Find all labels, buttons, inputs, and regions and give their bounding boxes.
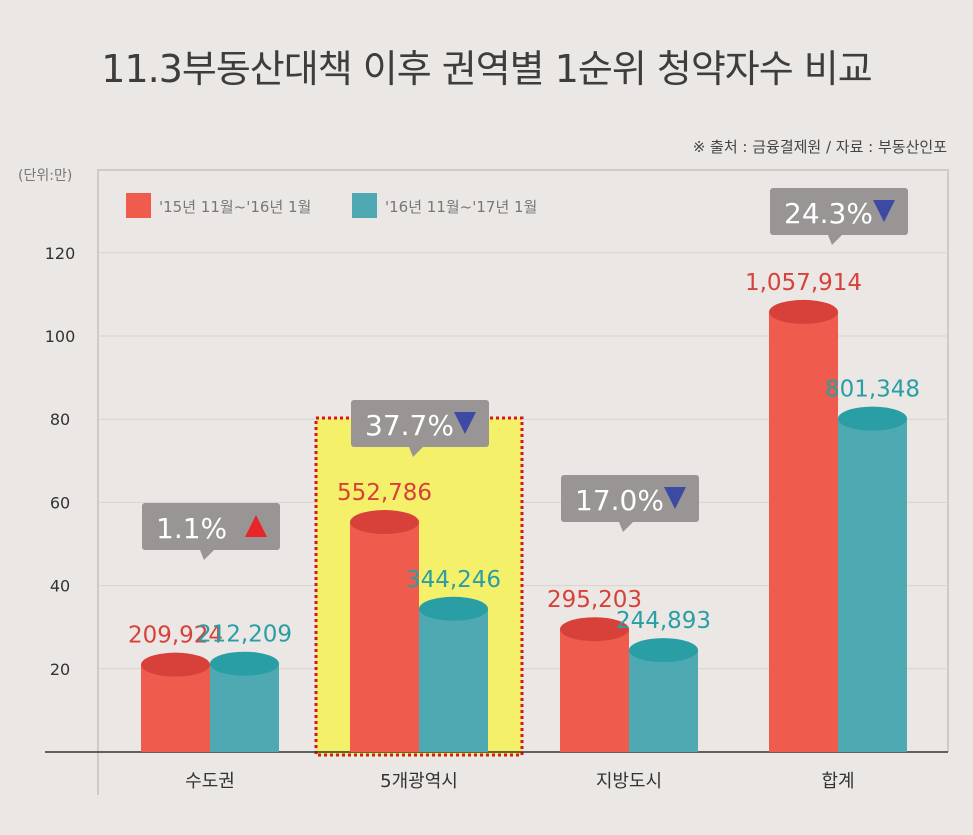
legend-label: '16년 11월~'17년 1월 (385, 198, 537, 216)
y-tick-label: 80 (50, 410, 70, 429)
bar-top (769, 299, 838, 324)
x-tick-label: 수도권 (185, 771, 235, 792)
bar-수도권-0 (141, 664, 210, 752)
triangle-down-icon (664, 487, 686, 509)
x-tick-label: 5개광역시 (380, 771, 458, 792)
bar-5개광역시-0 (350, 522, 419, 752)
bar-top (210, 651, 279, 676)
bar-top (629, 638, 698, 663)
callout-tail (828, 235, 842, 245)
bar-지방도시-1 (629, 650, 698, 752)
chart-title: 11.3부동산대책 이후 권역별 1순위 청약자수 비교 (101, 47, 872, 91)
data-label: 344,246 (406, 567, 501, 593)
legend-label: '15년 11월~'16년 1월 (159, 198, 311, 216)
x-tick-label: 합계 (821, 771, 854, 792)
source-note: ※ 출처 : 금융결제원 / 자료 : 부동산인포 (692, 138, 947, 156)
change-callout (351, 400, 489, 447)
bar-합계-1 (838, 418, 907, 752)
y-tick-label: 20 (50, 660, 70, 679)
change-value: 17.0% (575, 484, 664, 517)
bar-top (560, 617, 629, 642)
callout-tail (409, 447, 423, 457)
data-label: 212,209 (197, 622, 292, 648)
data-label: 295,203 (547, 587, 642, 613)
change-callout (142, 503, 280, 550)
y-tick-label: 40 (50, 577, 70, 596)
y-tick-label: 120 (45, 244, 76, 263)
bar-지방도시-0 (560, 629, 629, 752)
change-value: 37.7% (365, 409, 454, 442)
data-label: 209,924 (128, 623, 223, 649)
bar-top (141, 652, 210, 677)
triangle-up-icon (245, 515, 267, 537)
bar-top (838, 406, 907, 431)
bar-합계-0 (769, 311, 838, 752)
bar-수도권-1 (210, 663, 279, 752)
legend-swatch (352, 193, 377, 218)
y-tick-label: 60 (50, 493, 70, 512)
data-label: 244,893 (616, 608, 711, 634)
plot-frame (97, 169, 949, 795)
change-callout (561, 475, 699, 522)
data-label: 552,786 (337, 480, 432, 506)
callout-tail (619, 522, 633, 532)
bar-5개광역시-1 (419, 608, 488, 752)
bar-top (350, 510, 419, 535)
data-label: 801,348 (825, 377, 920, 403)
y-tick-label: 100 (45, 327, 76, 346)
change-callout (770, 188, 908, 235)
change-value: 1.1% (156, 512, 227, 545)
callout-tail (200, 550, 214, 560)
legend-swatch (126, 193, 151, 218)
unit-label: (단위:만) (18, 168, 73, 184)
data-label: 1,057,914 (745, 270, 862, 296)
triangle-down-icon (454, 412, 476, 434)
change-value: 24.3% (784, 197, 873, 230)
triangle-down-icon (873, 200, 895, 222)
x-tick-label: 지방도시 (596, 771, 662, 792)
bar-top (419, 596, 488, 621)
